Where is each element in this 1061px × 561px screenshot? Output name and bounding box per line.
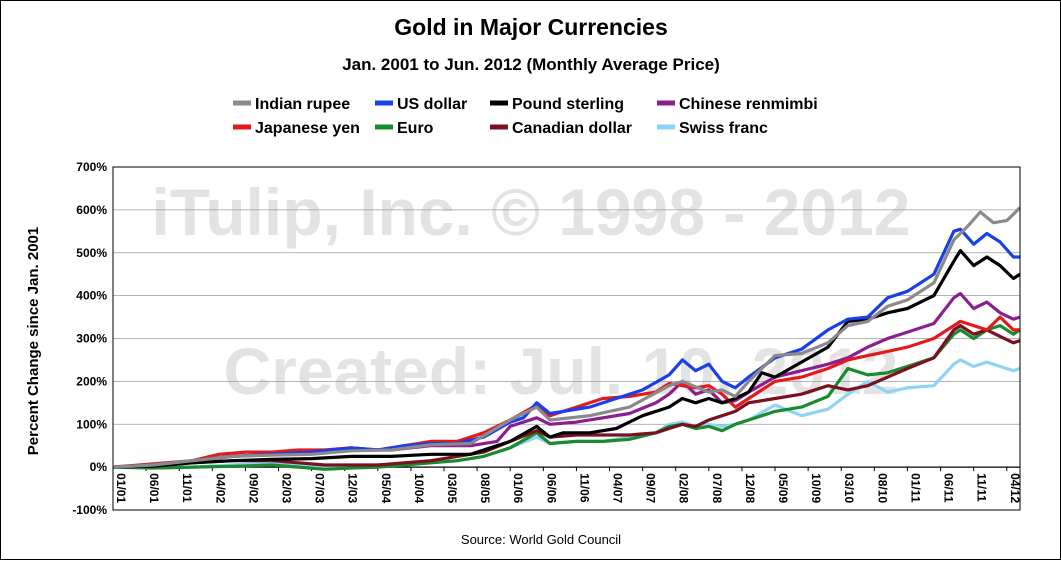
legend: Indian rupee US dollar Pound sterling Chine… <box>233 96 818 137</box>
x-tick-label: 03/10 <box>842 473 856 503</box>
x-tick-label: 08/10 <box>875 473 889 503</box>
legend-label: Canadian dollar <box>512 120 632 137</box>
x-tick-label: 08/05 <box>478 473 492 503</box>
series-line-canadian-dollar <box>112 324 1021 469</box>
x-tick-label: 06/01 <box>147 473 161 503</box>
x-tick-label: 07/08 <box>710 473 724 503</box>
x-tick-label: 02/03 <box>280 473 294 503</box>
x-tick-label: 11/11 <box>975 473 989 502</box>
x-tick-label: 05/09 <box>776 473 790 503</box>
x-tick-label: 06/06 <box>544 473 558 503</box>
y-tick-label: 0% <box>90 460 108 474</box>
x-tick-label: 12/08 <box>743 473 757 503</box>
x-tick-label: 03/05 <box>445 473 459 503</box>
y-tick-label: 600% <box>76 203 107 217</box>
x-tick-label: 09/02 <box>246 473 260 503</box>
y-tick-label: 400% <box>76 289 107 303</box>
source-note: Source: World Gold Council <box>461 532 621 547</box>
x-tick-label: 02/08 <box>677 473 691 503</box>
x-axis-ticks: 01/01 06/01 11/01 04/02 09/02 02/03 07/03 12/03… <box>112 467 1022 503</box>
x-tick-label: 10/04 <box>412 473 426 503</box>
y-tick-label: 300% <box>76 332 107 346</box>
x-tick-label: 07/03 <box>313 473 327 503</box>
x-tick-label: 12/03 <box>346 473 360 503</box>
legend-label: US dollar <box>397 96 467 113</box>
x-tick-label: 01/01 <box>114 473 128 503</box>
y-axis-label: Percent Change since Jan. 2001 <box>25 227 42 455</box>
x-tick-label: 11/01 <box>180 473 194 503</box>
y-tick-label: 200% <box>76 374 107 388</box>
legend-label: Japanese yen <box>255 120 360 137</box>
legend-label: Swiss franc <box>679 120 768 137</box>
watermark-copyright: iTulip, Inc. © 1998 - 2012 <box>151 175 910 249</box>
legend-label: Indian rupee <box>255 96 350 113</box>
x-tick-label: 09/07 <box>644 473 658 503</box>
plot-border <box>112 166 1021 511</box>
x-tick-label: 04/02 <box>213 473 227 503</box>
y-tick-label: 100% <box>76 417 107 431</box>
series-lines <box>112 206 1022 471</box>
y-axis-ticks: -100% 0% 100% 200% 300% 400% 500% 600% 700% <box>72 160 107 517</box>
series-line-pound-sterling <box>112 249 1021 469</box>
chart-subtitle: Jan. 2001 to Jun. 2012 (Monthly Average … <box>342 55 720 74</box>
legend-label: Pound sterling <box>512 96 624 113</box>
series-line-indian-rupee <box>112 206 1022 469</box>
y-tick-label: -100% <box>72 503 107 517</box>
legend-label: Chinese renmimbi <box>679 96 818 113</box>
x-tick-label: 10/09 <box>809 473 823 503</box>
x-tick-label: 11/06 <box>577 473 591 503</box>
x-tick-label: 01/06 <box>511 473 525 503</box>
x-tick-label: 05/04 <box>379 473 393 503</box>
chart-title: Gold in Major Currencies <box>394 14 668 40</box>
x-tick-label: 04/07 <box>611 473 625 503</box>
x-tick-label: 04/12 <box>1008 473 1022 503</box>
x-tick-label: 06/11 <box>942 473 956 503</box>
x-tick-label: 01/11 <box>908 473 922 503</box>
y-tick-label: 700% <box>76 160 107 174</box>
y-tick-label: 500% <box>76 246 107 260</box>
legend-label: Euro <box>397 120 434 137</box>
